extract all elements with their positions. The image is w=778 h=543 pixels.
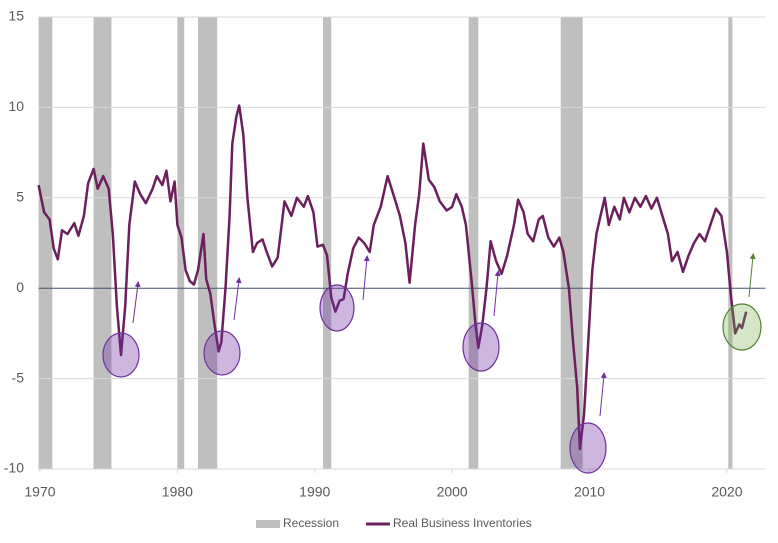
legend-swatch — [256, 520, 280, 528]
arrow — [599, 372, 607, 417]
arrow — [233, 277, 242, 321]
recession-band — [323, 17, 332, 469]
x-tick-label: 1980 — [162, 484, 193, 500]
highlight-circle — [569, 422, 607, 474]
legend-label: Real Business Inventories — [393, 516, 532, 530]
x-tick-label: 1970 — [24, 484, 55, 500]
annotations — [102, 284, 762, 474]
highlight-circle — [203, 330, 241, 376]
recession-band — [468, 17, 479, 469]
x-tick-label: 2000 — [437, 484, 468, 500]
recession-band — [177, 17, 185, 469]
data-line — [37, 104, 748, 451]
highlight-circle — [319, 284, 355, 332]
recession-band — [197, 17, 218, 469]
x-tick-label: 2020 — [711, 484, 742, 500]
highlight-circle — [102, 332, 140, 378]
highlight-circle — [462, 322, 500, 372]
recession-band — [560, 17, 583, 469]
recession-band — [38, 17, 53, 469]
x-tick-label: 1990 — [299, 484, 330, 500]
arrow — [362, 255, 370, 301]
legend-label: Recession — [283, 516, 339, 530]
y-tick-label: 15 — [8, 8, 24, 24]
y-tick-label: 5 — [16, 189, 24, 205]
recession-band — [728, 17, 733, 469]
x-tick-label: 2010 — [574, 484, 605, 500]
recession-band — [93, 17, 112, 469]
arrow — [493, 270, 501, 317]
arrow — [132, 281, 141, 324]
highlight-circle — [722, 303, 762, 351]
y-tick-label: 10 — [8, 98, 24, 114]
arrow — [748, 253, 756, 298]
y-tick-label: -10 — [4, 460, 24, 476]
y-tick-label: 0 — [16, 279, 24, 295]
y-tick-label: -5 — [12, 369, 25, 385]
